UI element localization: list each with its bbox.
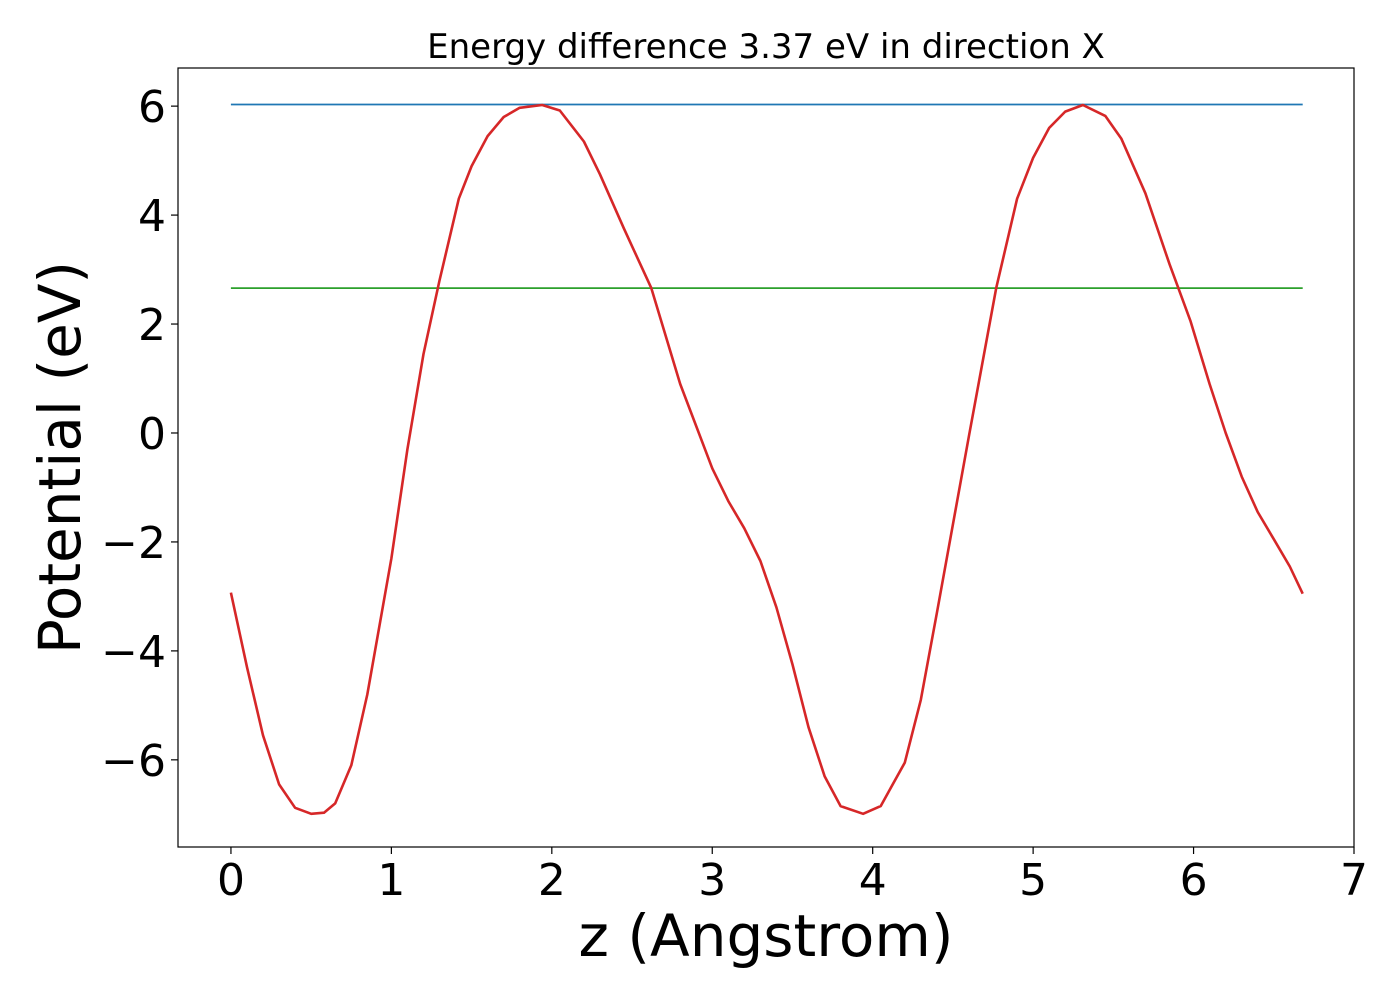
- x-tick-label: 4: [859, 855, 887, 906]
- x-axis-ticks: 0 1 2 3 4 5 6 7: [217, 847, 1368, 906]
- series-layer: [229, 103, 1304, 816]
- series-line-red: [229, 103, 1304, 816]
- y-tick-label: −6: [101, 736, 166, 787]
- x-tick-label: 6: [1180, 855, 1208, 906]
- y-tick-label: −2: [101, 518, 166, 569]
- y-tick-label: −4: [101, 627, 166, 678]
- y-axis-ticks: −6 −4 −2 0 2 4 6: [101, 82, 178, 787]
- y-tick-label: 4: [138, 191, 166, 242]
- x-tick-label: 0: [217, 855, 245, 906]
- y-tick-label: 2: [138, 300, 166, 351]
- x-tick-label: 2: [538, 855, 566, 906]
- x-tick-label: 1: [377, 855, 405, 906]
- x-tick-label: 5: [1019, 855, 1047, 906]
- x-tick-label: 3: [698, 855, 726, 906]
- y-axis-label: Potential (eV): [26, 261, 94, 654]
- y-tick-label: 0: [138, 409, 166, 460]
- x-tick-label: 7: [1340, 855, 1368, 906]
- plot-frame: [177, 67, 1355, 848]
- chart-title: Energy difference 3.37 eV in direction X: [427, 27, 1105, 67]
- x-axis-label: z (Angstrom): [579, 902, 954, 970]
- y-tick-label: 6: [138, 82, 166, 133]
